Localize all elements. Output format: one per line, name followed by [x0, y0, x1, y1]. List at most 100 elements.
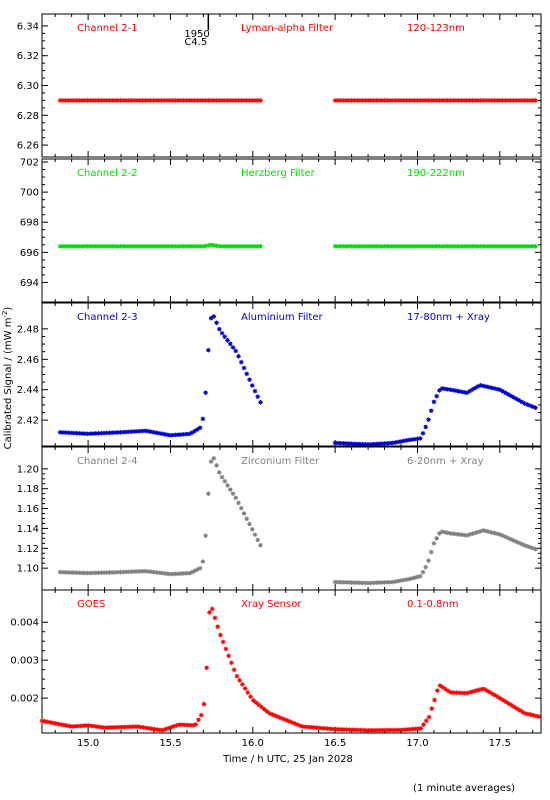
data-point	[109, 244, 115, 249]
data-point	[156, 98, 162, 103]
data-point	[241, 511, 247, 516]
data-point	[437, 244, 442, 249]
data-point	[473, 688, 478, 694]
data-point	[60, 98, 66, 103]
data-point	[178, 432, 184, 437]
data-point	[230, 345, 236, 350]
data-point	[505, 98, 511, 103]
data-point	[347, 727, 352, 732]
data-point	[500, 98, 505, 103]
data-point	[423, 98, 429, 103]
data-point	[407, 726, 413, 732]
data-point	[343, 580, 349, 585]
data-point	[170, 244, 175, 249]
data-point	[238, 505, 244, 511]
data-point	[513, 539, 519, 544]
data-point	[159, 431, 164, 437]
data-point	[118, 244, 123, 249]
data-point	[167, 571, 173, 577]
data-point	[229, 660, 234, 666]
data-point	[193, 722, 199, 727]
data-point	[511, 395, 516, 400]
data-point	[247, 98, 252, 103]
data-point	[349, 98, 354, 103]
data-point	[486, 98, 492, 103]
data-point	[123, 429, 129, 435]
data-point	[181, 244, 186, 249]
data-point	[230, 244, 236, 249]
data-point	[533, 546, 538, 552]
data-point	[251, 698, 256, 703]
data-point	[395, 439, 401, 445]
data-point	[492, 244, 497, 249]
data-point	[283, 717, 289, 723]
data-point	[316, 725, 322, 731]
data-point	[151, 569, 156, 575]
data-point	[357, 580, 363, 586]
data-point	[365, 442, 371, 447]
data-point	[85, 570, 90, 576]
data-point	[227, 487, 233, 492]
data-point	[467, 388, 472, 394]
data-point	[401, 244, 407, 249]
data-point	[374, 244, 379, 249]
panel-frame	[41, 446, 542, 591]
data-point	[42, 719, 48, 724]
data-point	[428, 408, 434, 414]
data-point	[338, 727, 344, 732]
data-point	[352, 244, 357, 249]
data-point	[93, 98, 99, 103]
data-point	[63, 244, 68, 249]
data-point	[85, 431, 90, 437]
panel-2: 694 696 698 700 702 Channel 2-2 Herzberg Filte…	[20, 158, 542, 303]
data-point	[335, 579, 341, 585]
y-axis-label: Calibrated Signal / (mW m-2)	[1, 307, 14, 450]
data-point	[398, 244, 404, 249]
data-point	[409, 437, 415, 442]
data-point	[230, 98, 236, 103]
y-tick-label: 0.002	[10, 694, 39, 705]
data-point	[486, 244, 492, 249]
data-point	[181, 98, 186, 103]
data-point	[130, 724, 135, 730]
data-point	[63, 98, 68, 103]
data-point	[498, 696, 503, 701]
data-point	[94, 724, 100, 729]
data-point	[178, 244, 184, 249]
data-point	[489, 244, 494, 249]
data-point	[454, 690, 459, 695]
data-point	[382, 441, 387, 446]
data-point	[63, 430, 68, 435]
data-point	[357, 244, 363, 249]
data-point	[527, 544, 533, 550]
data-point	[258, 542, 263, 548]
data-point	[374, 441, 379, 447]
data-point	[249, 244, 255, 249]
data-point	[459, 244, 464, 249]
data-point	[156, 430, 162, 436]
data-point	[439, 244, 445, 249]
data-point	[134, 569, 140, 574]
data-point	[401, 98, 407, 103]
data-point	[82, 431, 88, 436]
data-point	[327, 726, 333, 732]
data-point	[445, 98, 450, 103]
data-point	[505, 391, 511, 397]
data-point	[448, 244, 453, 249]
data-point	[237, 677, 242, 683]
data-point	[107, 98, 112, 103]
data-point	[431, 244, 437, 249]
data-point	[524, 543, 530, 549]
data-point	[524, 244, 530, 249]
data-point	[303, 724, 308, 730]
data-point	[233, 98, 239, 103]
data-point	[338, 244, 343, 249]
data-point	[492, 530, 497, 536]
data-point	[253, 700, 259, 705]
data-point	[142, 428, 148, 434]
data-point	[520, 709, 525, 715]
data-point	[159, 98, 164, 103]
data-point	[190, 723, 196, 728]
data-point	[162, 431, 167, 437]
data-point	[273, 713, 278, 719]
